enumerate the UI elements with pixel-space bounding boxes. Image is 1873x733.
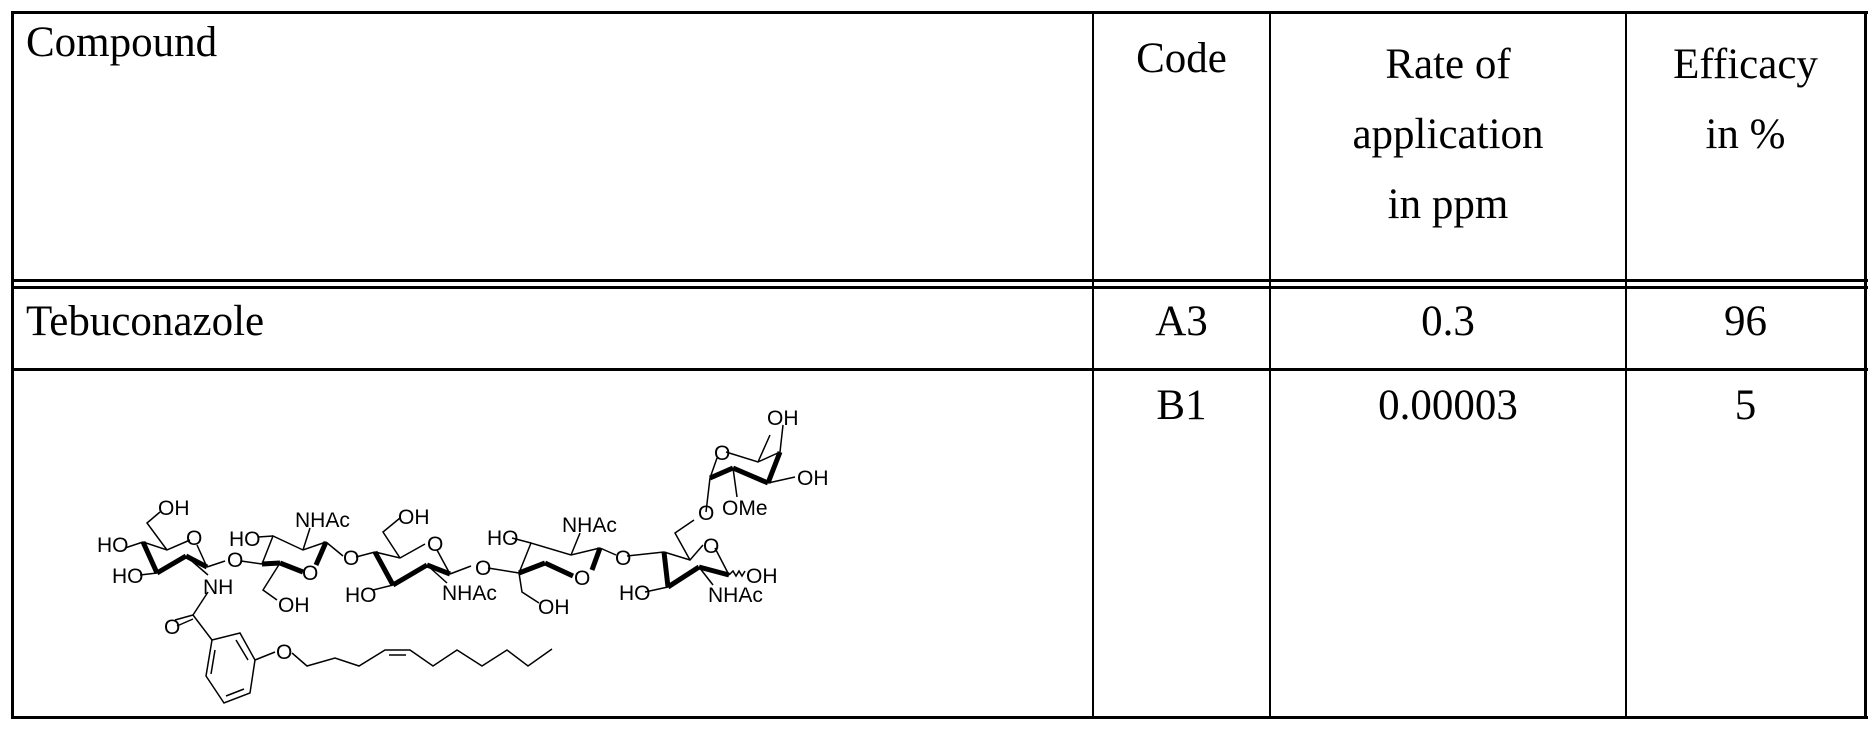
atom-label: O <box>714 442 730 465</box>
atom-label: NHAc <box>562 514 617 537</box>
atom-label: NHAc <box>708 584 763 607</box>
atom-label: HO <box>345 584 377 607</box>
atom-label: HO <box>97 534 129 557</box>
atom-label: O <box>343 547 359 570</box>
atom-label: HO <box>112 565 144 588</box>
atom-label: O <box>276 641 292 664</box>
atom-label: OH <box>797 467 829 490</box>
atom-label: O <box>475 557 491 580</box>
atom-label: O <box>186 527 202 550</box>
atom-label: NHAc <box>442 582 497 605</box>
atom-label: OMe <box>722 497 768 520</box>
atom-label: O <box>427 533 443 556</box>
atom-label: O <box>574 567 590 590</box>
atom-label: O <box>698 502 714 525</box>
atom-label: O <box>703 535 719 558</box>
atom-label: NH <box>203 576 233 599</box>
atom-label: OH <box>158 497 190 520</box>
atom-label: O <box>302 562 318 585</box>
atom-label: O <box>227 549 243 572</box>
atom-label: O <box>615 547 631 570</box>
atom-label: HO <box>229 528 261 551</box>
atom-label: HO <box>487 527 519 550</box>
atom-label: OH <box>538 596 570 619</box>
atom-label: OH <box>398 506 430 529</box>
atom-label: OH <box>767 407 799 430</box>
atom-label: HO <box>619 582 651 605</box>
atom-label: NHAc <box>295 509 350 532</box>
atom-label: O <box>164 616 180 639</box>
atom-label: OH <box>278 594 310 617</box>
